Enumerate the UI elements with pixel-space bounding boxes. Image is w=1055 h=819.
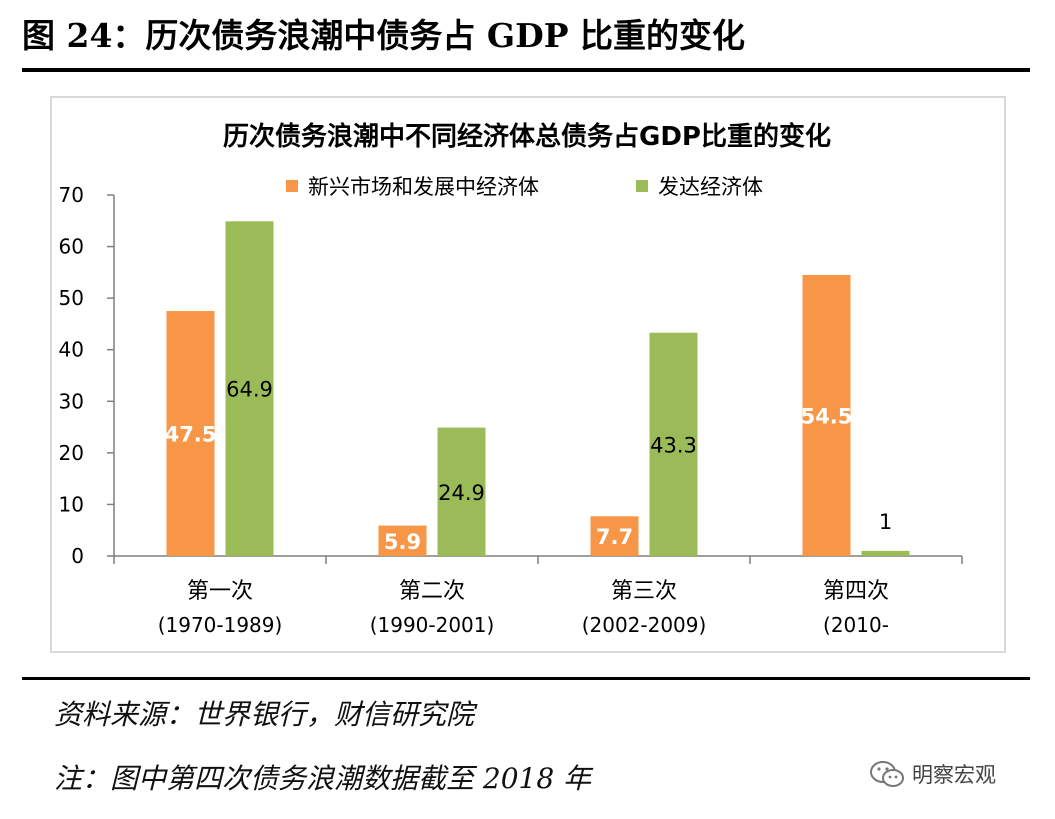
legend-label: 发达经济体: [658, 175, 763, 199]
watermark-text: 明察宏观: [912, 763, 996, 787]
bar: [378, 525, 427, 556]
bar-value-label: 43.3: [650, 433, 697, 457]
y-tick-label: 20: [59, 441, 84, 465]
x-category-period: (2002-2009): [582, 613, 707, 637]
bar-value-label: 54.5: [801, 404, 853, 428]
bar: [590, 516, 639, 556]
bar: [802, 274, 851, 556]
wechat-icon: [870, 761, 904, 787]
y-tick-label: 70: [59, 183, 84, 207]
figure-title: 图 24：历次债务浪潮中债务占 GDP 比重的变化: [22, 16, 746, 55]
bar-value-label: 24.9: [438, 481, 485, 505]
watermark: 明察宏观: [868, 754, 1028, 794]
bar: [225, 221, 274, 556]
y-tick-label: 0: [71, 544, 84, 568]
y-axis: 0 10 20 30 40 50 60 70: [59, 183, 115, 568]
bar: [166, 311, 215, 556]
remark-note: 注：图中第四次债务浪潮数据截至 2018 年: [54, 762, 592, 795]
y-tick-label: 40: [59, 338, 84, 362]
x-category-period: (1990-2001): [370, 613, 495, 637]
y-tick-label: 60: [59, 235, 84, 259]
bottom-rule: [22, 677, 1030, 680]
bar-value-label: 5.9: [384, 530, 421, 554]
bar-value-label: 1: [879, 510, 892, 534]
bar-value-label: 47.5: [165, 423, 217, 447]
bar-value-label: 64.9: [226, 378, 273, 402]
top-rule: [22, 68, 1030, 72]
y-tick-label: 10: [59, 492, 84, 516]
bar: [437, 427, 486, 556]
x-category-label: 第一次: [187, 579, 253, 604]
bar: [649, 332, 698, 556]
source-note: 资料来源：世界银行，财信研究院: [54, 698, 475, 731]
legend-swatch: [286, 180, 298, 192]
bar: [861, 550, 910, 556]
bars-group: [166, 221, 910, 556]
y-tick-label: 50: [59, 286, 84, 310]
x-category-label: 第三次: [611, 579, 677, 604]
chart-legend: 新兴市场和发展中经济体 发达经济体: [286, 175, 763, 199]
bar-labels-group: 47.5 64.9 5.9 24.9 7.7 43.3 54.5 1: [165, 378, 893, 554]
x-category-label: 第四次: [823, 579, 889, 604]
chart-title: 历次债务浪潮中不同经济体总债务占GDP比重的变化: [223, 121, 831, 152]
y-tick-label: 30: [59, 389, 84, 413]
legend-swatch: [636, 180, 648, 192]
x-category-period: (2010-: [823, 613, 889, 637]
x-axis: 第一次 (1970-1989) 第二次 (1990-2001) 第三次 (2002-200…: [113, 555, 963, 637]
bar-value-label: 7.7: [596, 525, 633, 549]
legend-label: 新兴市场和发展中经济体: [308, 175, 539, 199]
x-category-label: 第二次: [399, 579, 465, 604]
x-category-period: (1970-1989): [158, 613, 283, 637]
